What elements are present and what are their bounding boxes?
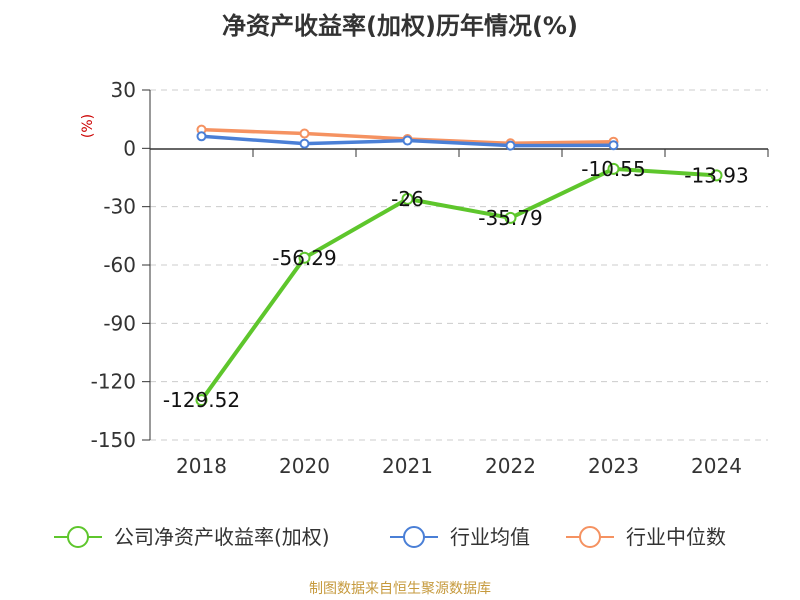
data-point bbox=[505, 140, 516, 151]
x-tick-label: 2018 bbox=[176, 454, 227, 478]
legend-circle-icon bbox=[67, 526, 89, 548]
y-tick-label: 30 bbox=[111, 78, 136, 102]
legend-label: 行业均值 bbox=[450, 525, 530, 549]
data-label: -26 bbox=[391, 187, 424, 211]
x-tick-label: 2021 bbox=[382, 454, 433, 478]
y-tick-label: -30 bbox=[103, 195, 136, 219]
axis-layer: 30 0 -30 -60 -90 -120 -150 2018 2020 2021 2022 2023… bbox=[91, 78, 769, 478]
y-tick-label: -150 bbox=[91, 428, 136, 452]
x-tick-label: 2020 bbox=[279, 454, 330, 478]
y-tick-label: 0 bbox=[123, 136, 136, 160]
legend-label: 行业中位数 bbox=[626, 525, 726, 549]
data-point bbox=[298, 251, 311, 264]
data-point bbox=[710, 169, 723, 182]
data-label: -10.55 bbox=[581, 157, 645, 181]
data-label: -56.29 bbox=[272, 246, 336, 270]
y-axis-unit-label: (%) bbox=[80, 114, 96, 138]
series-layer bbox=[195, 124, 723, 407]
y-tick-label: -90 bbox=[103, 311, 136, 335]
data-point bbox=[299, 128, 310, 139]
chart-title: 净资产收益率(加权)历年情况(%) bbox=[222, 12, 578, 40]
data-label: -35.79 bbox=[478, 206, 542, 230]
legend-item-1[interactable]: 行业均值 bbox=[390, 525, 530, 549]
data-point bbox=[402, 135, 413, 146]
data-point bbox=[607, 162, 620, 175]
data-point bbox=[195, 394, 208, 407]
legend-item-2[interactable]: 行业中位数 bbox=[566, 525, 726, 549]
x-tick-label: 2024 bbox=[691, 454, 742, 478]
data-label: -129.52 bbox=[163, 388, 240, 412]
legend-circle-icon bbox=[403, 526, 425, 548]
data-point bbox=[196, 131, 207, 142]
x-tick-label: 2022 bbox=[485, 454, 536, 478]
data-point bbox=[299, 138, 310, 149]
data-point bbox=[401, 192, 414, 205]
y-tick-label: -60 bbox=[103, 253, 136, 277]
source-note: 制图数据来自恒生聚源数据库 bbox=[309, 581, 491, 597]
legend[interactable]: 公司净资产收益率(加权) 行业均值 行业中位数 bbox=[54, 525, 726, 549]
legend-label: 公司净资产收益率(加权) bbox=[114, 525, 330, 549]
y-tick-label: -120 bbox=[91, 370, 136, 394]
label-layer: -129.52 -56.29 -26 -35.79 -10.55 -13.93 bbox=[163, 157, 749, 412]
legend-circle-icon bbox=[579, 526, 601, 548]
legend-item-0[interactable]: 公司净资产收益率(加权) bbox=[54, 525, 330, 549]
data-point bbox=[608, 140, 619, 151]
series-line-0 bbox=[199, 166, 719, 403]
data-point bbox=[504, 211, 517, 224]
x-tick-label: 2023 bbox=[588, 454, 639, 478]
data-label: -13.93 bbox=[684, 163, 748, 187]
